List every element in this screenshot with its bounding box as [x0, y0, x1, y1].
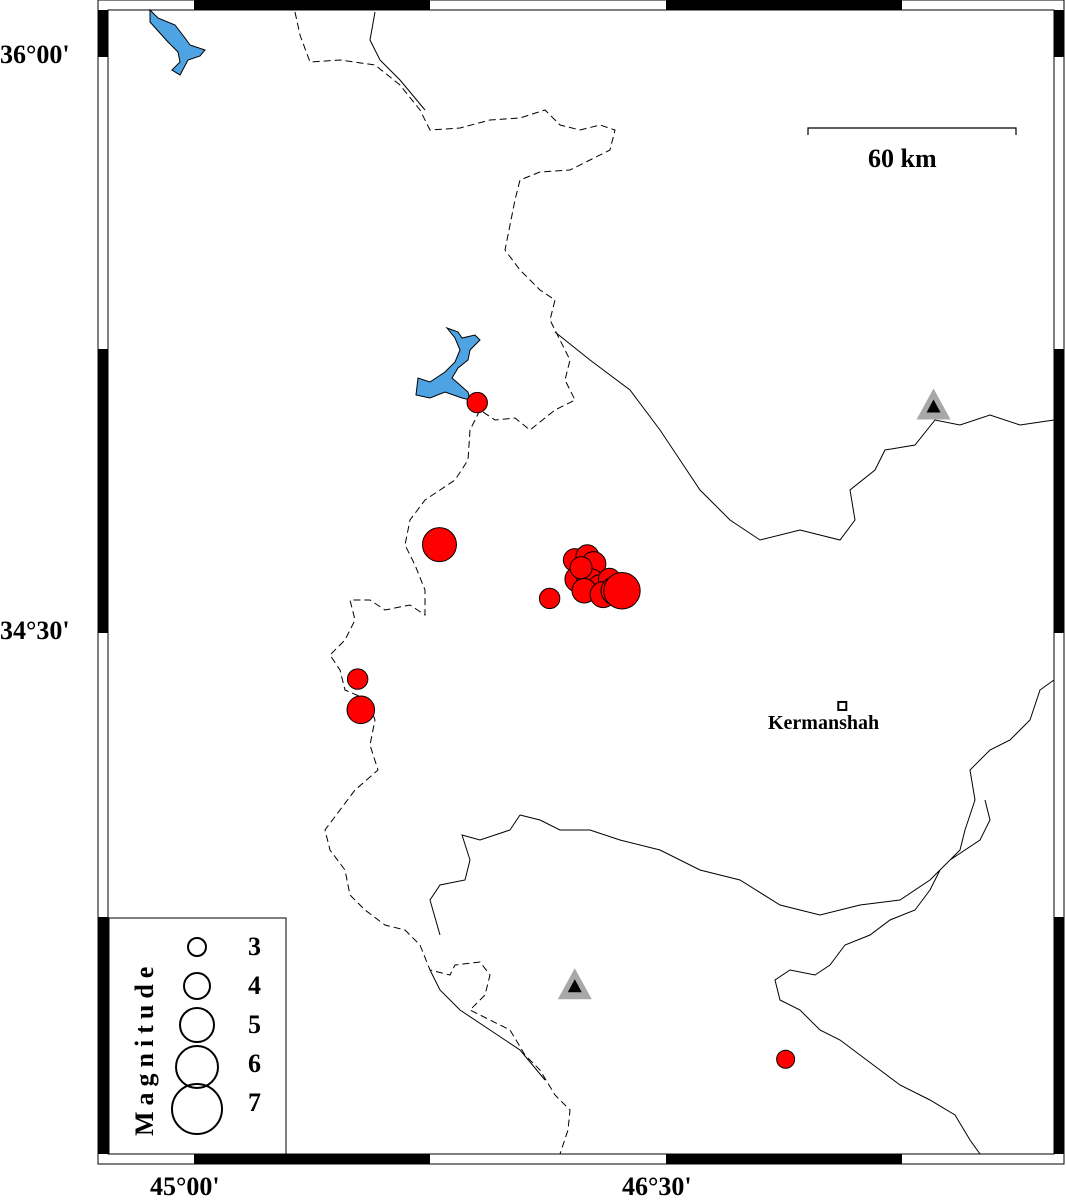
station-marker — [567, 979, 582, 993]
legend-label: 6 — [248, 1049, 261, 1078]
legend-label: 4 — [248, 971, 261, 1000]
station-marker — [926, 399, 941, 413]
earthquake-event[interactable] — [421, 527, 457, 563]
city-square-icon — [837, 700, 848, 711]
lon-label-46-30: 46°30' — [622, 1172, 692, 1201]
legend-label: 7 — [248, 1088, 261, 1117]
earthquake-event[interactable] — [346, 695, 376, 725]
borders — [294, 11, 1055, 1155]
lon-label-45-00: 45°00' — [150, 1172, 220, 1201]
earthquake-events — [346, 391, 796, 1069]
frame-segment — [98, 349, 108, 633]
province-border — [369, 11, 1055, 1155]
frame-segment — [1054, 917, 1064, 1154]
legend-label: 3 — [248, 932, 261, 961]
legend-circle — [171, 1083, 223, 1135]
legend-circle — [175, 1045, 219, 1089]
earthquake-event[interactable] — [538, 587, 561, 610]
earthquake-event[interactable] — [603, 572, 641, 610]
lake-north — [149, 8, 206, 76]
legend-label: 5 — [248, 1010, 261, 1039]
legend-circle — [183, 972, 211, 1000]
scale-bar-label: 60 km — [868, 144, 937, 173]
frame-segment — [1054, 349, 1064, 633]
legend-circle — [179, 1007, 215, 1043]
frame-segment — [194, 1154, 430, 1164]
lat-label-34-30: 34°30' — [0, 616, 70, 645]
frame-segment — [1054, 10, 1064, 57]
stations — [557, 388, 951, 1000]
scale-bar — [807, 127, 1017, 135]
earthquake-event[interactable] — [569, 556, 593, 580]
frame-segment — [194, 0, 430, 10]
frame-segment — [666, 0, 902, 10]
legend-title: Magnitude — [130, 960, 159, 1136]
legend-circle — [187, 937, 207, 957]
frame-segment — [98, 10, 108, 57]
frame-segment — [98, 917, 108, 1154]
earthquake-event[interactable] — [346, 668, 369, 690]
lat-label-36-00: 36°00' — [0, 40, 70, 69]
earthquake-event[interactable] — [466, 391, 488, 414]
city-label-kermanshah: Kermanshah — [768, 712, 880, 734]
legend-box — [108, 917, 287, 1155]
cities — [837, 700, 848, 711]
frame-segment — [666, 1154, 902, 1164]
earthquake-event[interactable] — [776, 1049, 796, 1069]
